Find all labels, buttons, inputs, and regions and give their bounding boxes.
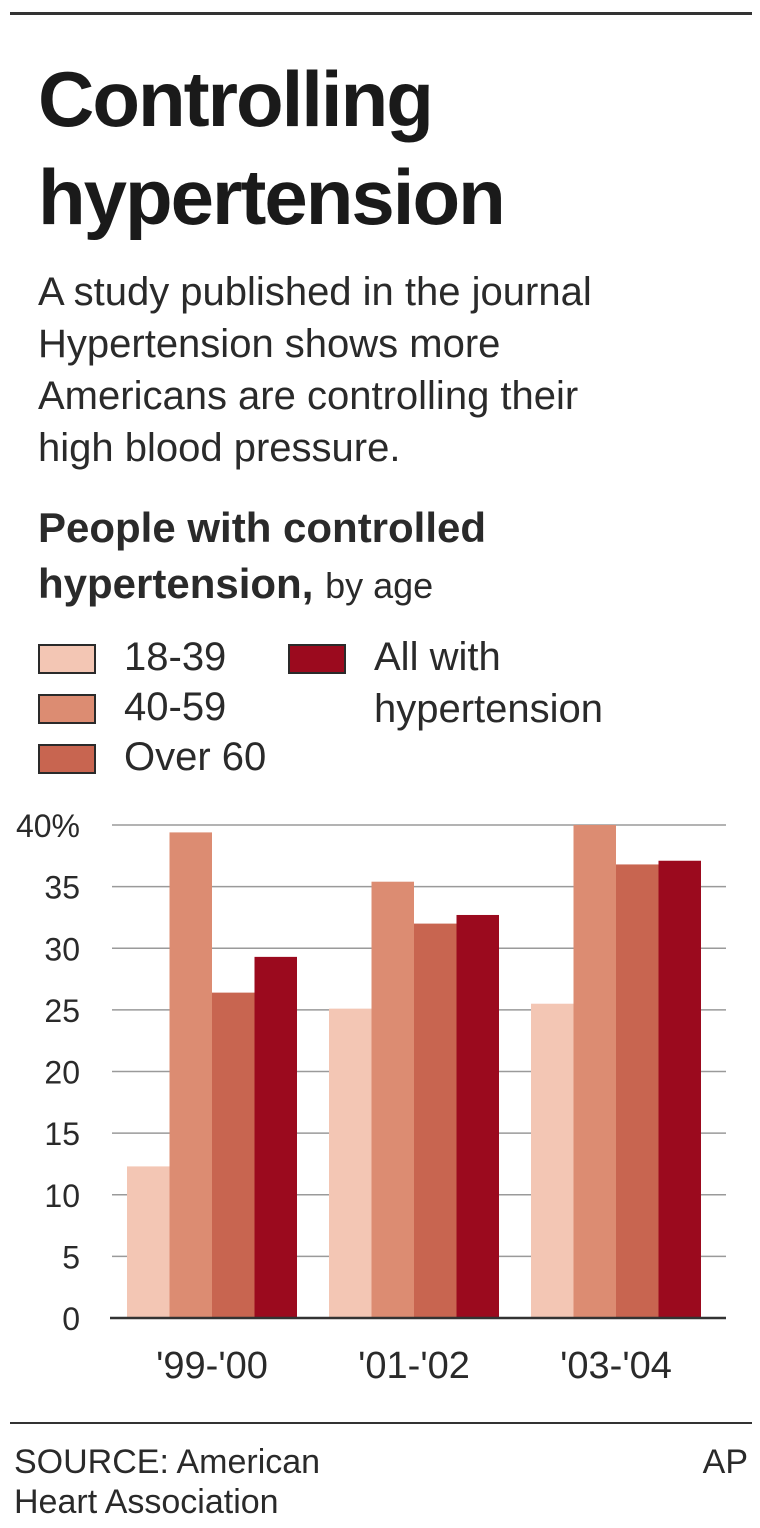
source-note: SOURCE: American Heart Association <box>14 1442 320 1522</box>
bar-over-60-2 <box>616 864 659 1318</box>
y-tick-label: 15 <box>44 1116 80 1152</box>
intro-text: A study published in the journal Hyperte… <box>38 266 738 474</box>
bar-40-59-0 <box>169 832 212 1318</box>
y-tick-label: 40% <box>16 808 80 844</box>
legend-swatch-over-60 <box>38 744 96 774</box>
legend-swatch-all <box>288 644 346 674</box>
legend-swatch-40-59 <box>38 694 96 724</box>
x-tick-label: '01-'02 <box>358 1345 470 1387</box>
subtitle-bold: hypertension, <box>38 560 314 607</box>
legend-label-all: All with hypertension <box>374 634 603 732</box>
y-tick-label: 25 <box>44 993 80 1029</box>
bar-over-60-1 <box>414 923 457 1318</box>
y-tick-label: 20 <box>44 1055 80 1091</box>
y-tick-label: 0 <box>62 1301 80 1337</box>
source-line-1: SOURCE: American <box>14 1443 321 1481</box>
bottom-rule <box>10 1422 752 1424</box>
subtitle-line-1: People with controlled <box>38 504 487 551</box>
source-line-2: Heart Association <box>14 1483 279 1521</box>
y-tick-label: 30 <box>44 931 80 967</box>
legend-label-all-line-1: All with <box>374 635 501 679</box>
intro-line-3: Americans are controlling their <box>38 374 579 418</box>
bar-18-39-2 <box>531 1003 574 1318</box>
legend-label-over-60: Over 60 <box>124 734 266 780</box>
legend-label-all-line-2: hypertension <box>374 687 604 731</box>
x-tick-label: '99-'00 <box>156 1345 268 1387</box>
y-tick-label: 35 <box>44 870 80 906</box>
legend-label-40-59: 40-59 <box>124 684 226 730</box>
bar-40-59-2 <box>573 825 616 1318</box>
chart-title-line-2: hypertension <box>38 153 506 241</box>
chart-subtitle: People with controlled hypertension, by … <box>38 500 738 614</box>
bar-40-59-1 <box>371 881 414 1318</box>
legend-label-40-59-text: 40-59 <box>124 685 227 729</box>
chart-title-line-1: Controlling <box>38 55 434 143</box>
bar-chart: 0 5 10 15 20 25 30 35 40% '99-'00 '01-'02 '03-'04 <box>16 808 726 1387</box>
top-rule <box>10 12 752 15</box>
legend-label-18-39-text: 18-39 <box>124 635 227 679</box>
y-tick-label: 10 <box>44 1178 80 1214</box>
legend-swatch-18-39 <box>38 644 96 674</box>
legend-label-over-60-text: Over 60 <box>124 735 267 779</box>
legend-label-18-39: 18-39 <box>124 634 226 680</box>
bar-18-39-1 <box>329 1008 372 1318</box>
intro-line-4: high blood pressure. <box>38 426 401 470</box>
bar-all-1 <box>456 914 499 1318</box>
chart-title: Controlling hypertension <box>38 50 738 246</box>
bar-over-60-0 <box>212 992 255 1318</box>
y-tick-label: 5 <box>62 1239 80 1275</box>
bar-18-39-0 <box>127 1166 170 1318</box>
credit: AP <box>702 1443 748 1481</box>
intro-line-1: A study published in the journal <box>38 270 592 314</box>
bars <box>127 825 701 1318</box>
x-tick-label: '03-'04 <box>560 1345 672 1387</box>
bar-all-2 <box>658 860 701 1318</box>
y-axis-tick-labels: 0 5 10 15 20 25 30 35 40% <box>16 808 80 1337</box>
intro-line-2: Hypertension shows more <box>38 322 501 366</box>
x-axis-tick-labels: '99-'00 '01-'02 '03-'04 <box>156 1345 672 1387</box>
bar-all-0 <box>254 956 297 1318</box>
subtitle-line-2: hypertension, by age <box>38 556 738 614</box>
subtitle-light: by age <box>325 565 434 606</box>
